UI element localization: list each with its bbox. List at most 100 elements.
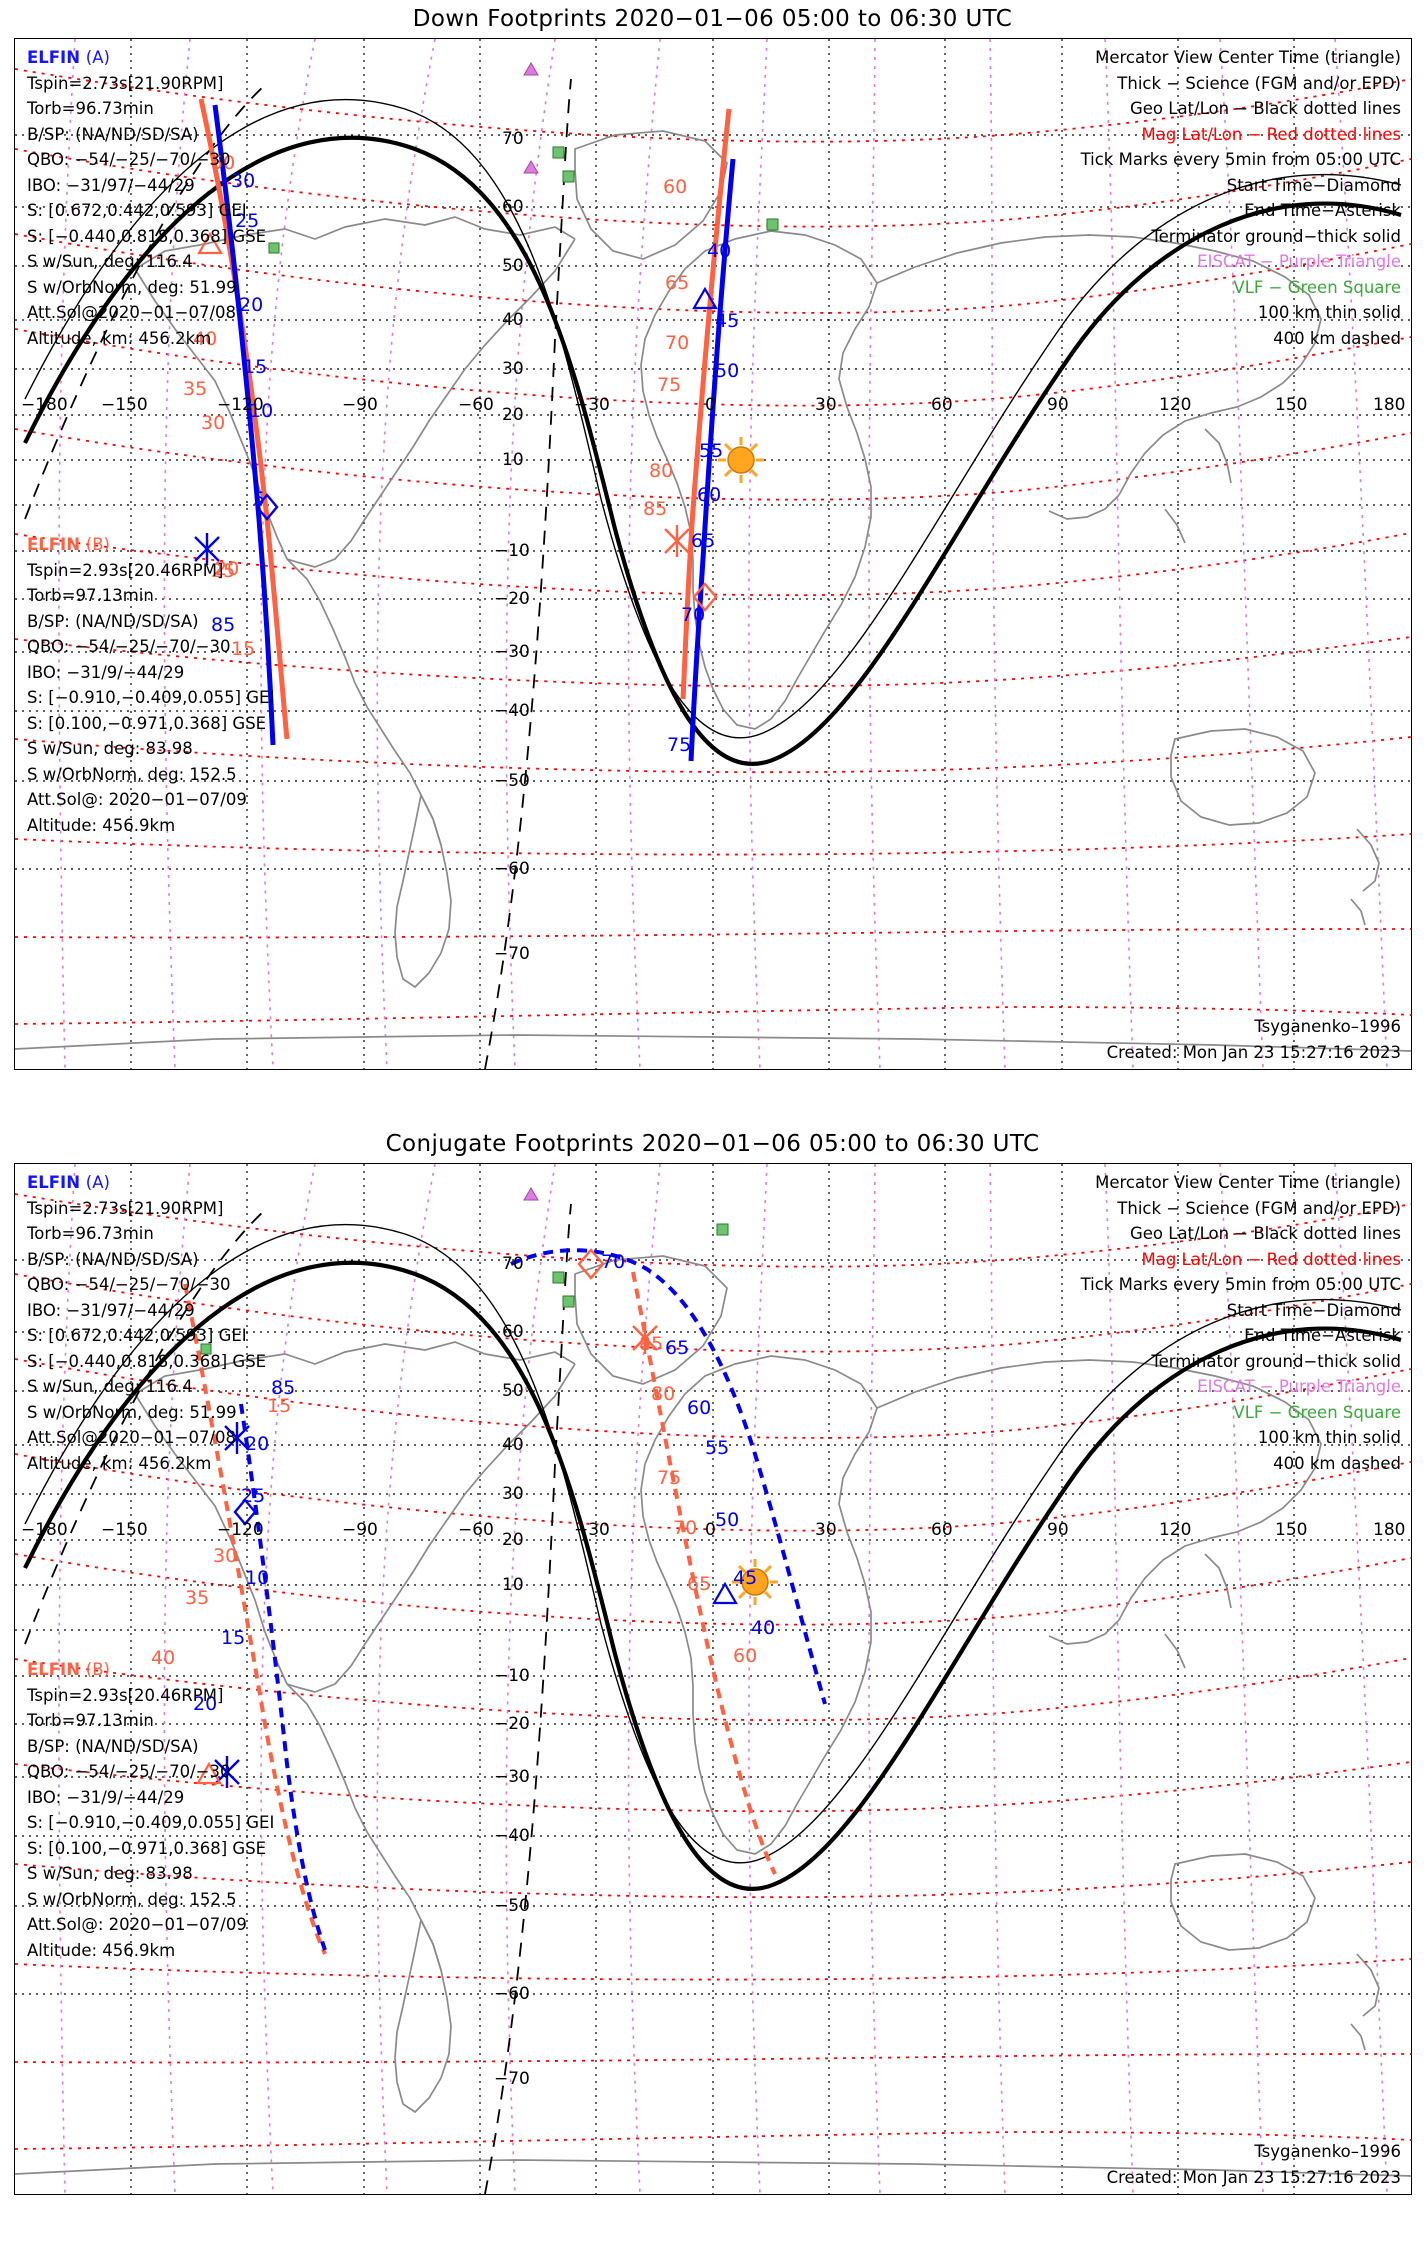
svg-text:70: 70 xyxy=(665,332,689,354)
axis-label-lon--90: −90 xyxy=(342,1520,378,1540)
svg-text:60: 60 xyxy=(663,176,687,198)
svg-text:40: 40 xyxy=(193,328,217,350)
info-line: Tspin=2.93s[20.46RPM] xyxy=(27,560,224,580)
info-line: S w/Sun, deg: 83.98 xyxy=(27,1864,193,1883)
axis-label-lon-0: 0 xyxy=(705,395,716,415)
legend-line: Tick Marks every 5min from 05:00 UTC xyxy=(1080,1275,1401,1294)
info-line: QBO: −54/−25/−70/−30 xyxy=(27,1275,231,1294)
info-line: Torb=97.13min xyxy=(27,1711,154,1730)
info-line: Torb=96.73min xyxy=(27,99,154,118)
svg-text:75: 75 xyxy=(657,374,681,396)
axis-label-lon-60: 60 xyxy=(931,1520,953,1540)
svg-text:30: 30 xyxy=(213,1545,237,1567)
info-line: S w/OrbNorm, deg: 152.5 xyxy=(27,1889,237,1909)
info-line: S: [0.100,−0.971,0.368] GSE xyxy=(27,713,267,733)
svg-text:30: 30 xyxy=(201,412,225,434)
legend-line: EISCAT − Purple Triangle xyxy=(1197,252,1401,271)
coastlines xyxy=(15,130,1411,1052)
terminator-ground xyxy=(23,1260,1402,1892)
axis-label-lat--10: −10 xyxy=(494,541,530,561)
end-time-asterisk xyxy=(664,525,690,557)
coastlines xyxy=(15,1255,1411,2177)
svg-text:65: 65 xyxy=(665,272,689,294)
eiscat-site-icon xyxy=(523,160,539,174)
map-canvas-down: 30 25 20 15 10 5 85 40 45 50 55 60 65 70 75 50 4… xyxy=(14,38,1412,1070)
axis-label-lon--60: −60 xyxy=(458,395,494,415)
axis-label-lat-20: 20 xyxy=(502,1530,524,1550)
page-title-down: Down Footprints 2020−01−06 05:00 to 06:3… xyxy=(412,6,1013,32)
info-line: B/SP: (NA/ND/SD/SA) xyxy=(27,1249,199,1269)
svg-text:50: 50 xyxy=(715,360,739,382)
legend-line: VLF − Green Square xyxy=(1233,1402,1401,1422)
axis-label-lon--30: −30 xyxy=(574,1520,610,1540)
sat-b-header: ELFIN (B) xyxy=(27,1660,110,1679)
svg-text:10: 10 xyxy=(249,400,273,422)
svg-text:40: 40 xyxy=(707,240,731,262)
svg-text:70: 70 xyxy=(681,604,705,626)
svg-text:15: 15 xyxy=(243,356,267,378)
svg-text:75: 75 xyxy=(667,734,691,756)
svg-text:5: 5 xyxy=(253,488,265,510)
info-line: Tspin=2.73s[21.90RPM] xyxy=(27,1198,224,1218)
axis-label-lat--20: −20 xyxy=(494,589,530,609)
axis-label-lon-90: 90 xyxy=(1047,1520,1069,1540)
svg-text:20: 20 xyxy=(245,1433,269,1455)
svg-text:55: 55 xyxy=(699,440,723,462)
created-stamp: Created: Mon Jan 23 15:27:16 2023 xyxy=(1106,1042,1401,1062)
svg-text:20: 20 xyxy=(215,558,239,580)
info-line: S: [0.672,0.442,0.593] GEI xyxy=(27,201,247,220)
eiscat-site-icon xyxy=(523,62,539,76)
sat-a-header: ELFIN (A) xyxy=(27,1173,110,1192)
info-line: S: [−0.440,0.818,0.368] GSE xyxy=(27,1351,267,1371)
axis-label-lat-60: 60 xyxy=(502,197,524,217)
map-canvas-conjugate: 85 20 25 10 15 20 70 65 60 55 50 45 40 15 30 35… xyxy=(14,1163,1412,2195)
axis-label-lat-30: 30 xyxy=(502,359,524,379)
start-time-diamond xyxy=(577,1248,605,1280)
info-line: S: [−0.910,−0.409,0.055] GEI xyxy=(27,688,275,707)
start-time-diamond xyxy=(692,582,718,612)
svg-text:45: 45 xyxy=(715,310,739,332)
axis-label-lat-10: 10 xyxy=(502,1575,524,1595)
vlf-site-icon xyxy=(200,1343,212,1355)
axis-label-lat--10: −10 xyxy=(494,1666,530,1686)
svg-text:45: 45 xyxy=(733,1567,757,1589)
axis-label-lat--50: −50 xyxy=(494,771,530,791)
info-line: B/SP: (NA/ND/SD/SA) xyxy=(27,124,199,144)
axis-label-lon-60: 60 xyxy=(931,395,953,415)
sub-solar-point-icon xyxy=(732,1559,778,1605)
info-line: Altitude, km: 456.2km xyxy=(27,1453,212,1473)
svg-text:80: 80 xyxy=(651,1383,675,1405)
orbit-markers xyxy=(196,1187,778,1788)
axis-label-lat-70: 70 xyxy=(502,129,524,149)
terminator-ground xyxy=(23,135,1402,767)
blue-tick-labels: 85 20 25 10 15 20 70 65 60 55 50 45 40 xyxy=(193,1251,775,1715)
geo-lat-gridlines xyxy=(15,134,1411,870)
terminator-100km xyxy=(24,1224,1402,1864)
legend-line: Terminator ground−thick solid xyxy=(1151,1351,1401,1371)
svg-text:25: 25 xyxy=(235,210,259,232)
geo-lat-gridlines xyxy=(15,1259,1411,1995)
svg-text:65: 65 xyxy=(687,1573,711,1595)
svg-text:70: 70 xyxy=(601,1251,625,1273)
svg-text:20: 20 xyxy=(193,1693,217,1715)
blue-tick-labels: 30 25 20 15 10 5 85 40 45 50 55 60 65 70 75 xyxy=(211,170,739,756)
mag-tick-labels: 15 30 35 40 85 80 75 70 65 60 xyxy=(151,1333,757,1669)
created-stamp: Created: Mon Jan 23 15:27:16 2023 xyxy=(1106,2167,1401,2187)
credits-down: Tsyganenko–1996 Created: Mon Jan 23 15:2… xyxy=(1107,1014,1401,1065)
end-time-asterisk xyxy=(632,1322,658,1354)
info-line: QBO: −54/−25/−70/−30 xyxy=(27,150,231,169)
info-line: QBO: −54/−25/−70/−30 xyxy=(27,1762,231,1781)
axis-label-lon--60: −60 xyxy=(458,1520,494,1540)
mag-lon-gridlines xyxy=(58,1164,1388,2194)
svg-text:85: 85 xyxy=(639,1333,663,1355)
svg-text:85: 85 xyxy=(211,614,235,636)
svg-text:25: 25 xyxy=(211,560,235,582)
terminator-400km xyxy=(24,1203,572,2194)
info-block-elfin-b-down: ELFIN (B) Tspin=2.93s[20.46RPM] Torb=97.… xyxy=(27,532,274,838)
axis-label-lat-50: 50 xyxy=(502,1381,524,1401)
axis-label-lat-40: 40 xyxy=(502,310,524,330)
vlf-site-icon xyxy=(766,218,779,231)
axis-label-lon--150: −150 xyxy=(101,1520,148,1540)
svg-text:60: 60 xyxy=(697,484,721,506)
